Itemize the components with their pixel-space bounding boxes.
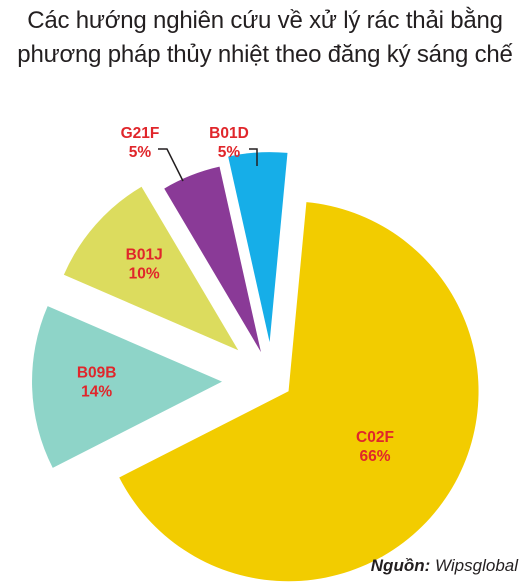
slice-percent-b09b: 14% <box>81 384 112 401</box>
slice-percent-b01j: 10% <box>129 265 160 282</box>
slice-name-c02f: C02F <box>356 429 394 446</box>
chart-title: Các hướng nghiên cứu về xử lý rác thải b… <box>0 4 530 72</box>
leader-line-b01d <box>249 148 258 166</box>
pie-slice-b01d <box>228 152 288 343</box>
source-name: Wipsglobal <box>435 556 518 575</box>
pie-slice-b01j <box>63 186 239 351</box>
chart-title-line-2: phương pháp thủy nhiệt theo đăng ký sáng… <box>17 41 513 68</box>
chart-title-line-1: Các hướng nghiên cứu về xử lý rác thải b… <box>27 7 503 34</box>
pie-slice-c02f <box>119 202 479 582</box>
leader-line-g21f <box>158 148 184 182</box>
slice-name-b09b: B09B <box>77 365 117 382</box>
slice-percent-c02f: 66% <box>359 448 390 465</box>
source-note: Nguồn: Wipsglobal <box>371 556 518 576</box>
slice-name-b01j: B01J <box>126 246 163 263</box>
pie-slice-g21f <box>164 166 261 353</box>
slice-percent-b01d: 5% <box>218 144 241 161</box>
source-prefix: Nguồn: <box>370 556 431 575</box>
pie-slice-b09b <box>32 306 223 468</box>
slice-name-g21f: G21F <box>121 125 160 142</box>
slice-percent-g21f: 5% <box>129 144 152 161</box>
slice-name-b01d: B01D <box>209 125 249 142</box>
